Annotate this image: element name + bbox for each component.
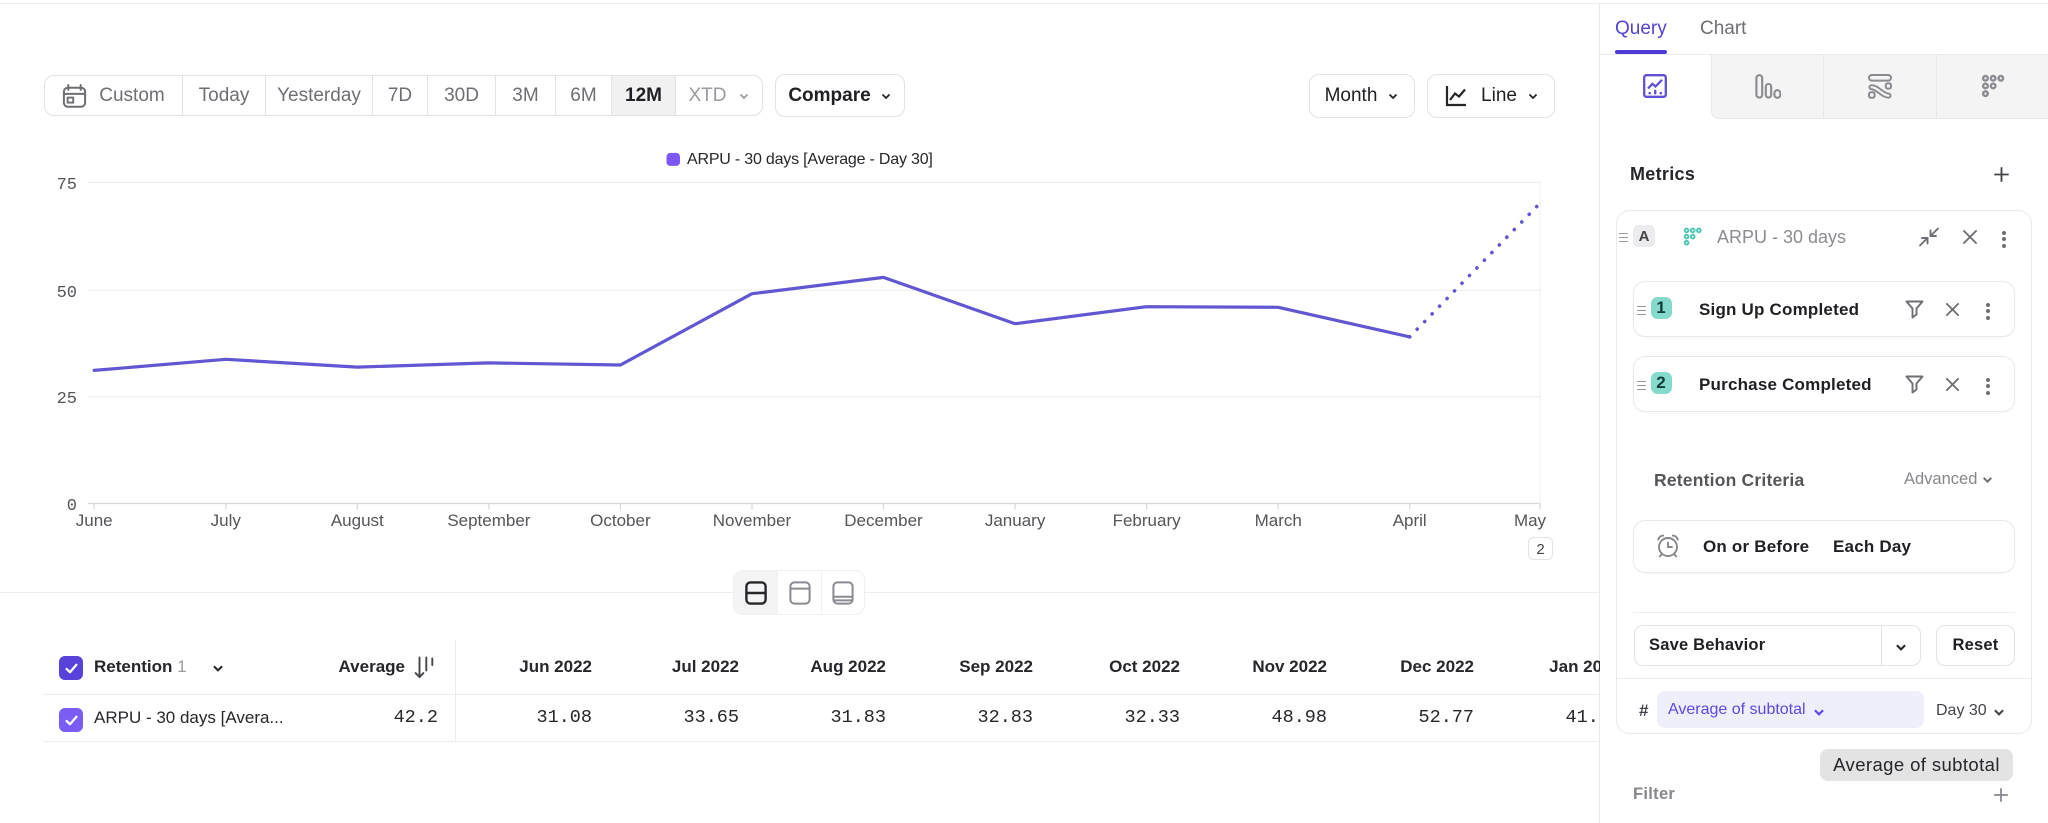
svg-text:2: 2 [1536, 541, 1544, 558]
svg-text:May: May [1514, 511, 1547, 530]
svg-text:December: December [844, 511, 923, 530]
svg-text:August: August [331, 511, 384, 530]
svg-text:75: 75 [57, 176, 77, 195]
svg-text:January: January [985, 511, 1046, 530]
svg-text:March: March [1255, 511, 1302, 530]
svg-text:June: June [76, 511, 113, 530]
svg-text:50: 50 [57, 284, 77, 303]
svg-text:25: 25 [57, 390, 77, 409]
svg-text:September: September [447, 511, 530, 530]
svg-text:April: April [1393, 511, 1427, 530]
svg-text:November: November [713, 511, 792, 530]
svg-text:October: October [590, 511, 651, 530]
svg-text:July: July [211, 511, 242, 530]
svg-text:February: February [1113, 511, 1182, 530]
svg-text:0: 0 [67, 497, 77, 516]
